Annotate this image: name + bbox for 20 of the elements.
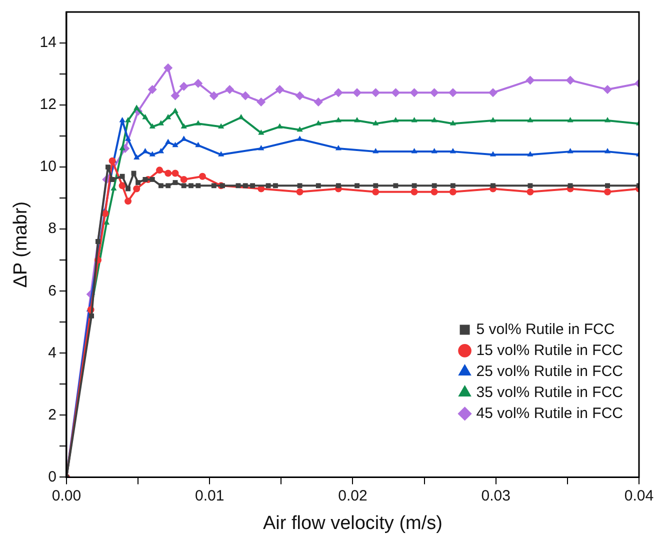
- legend-label: 15 vol% Rutile in FCC: [476, 342, 624, 359]
- legend-label: 45 vol% Rutile in FCC: [476, 404, 624, 422]
- y-tick-label: 12: [40, 96, 56, 114]
- x-tick-label: 0.03: [481, 487, 510, 504]
- x-tick-label: 0.00: [52, 487, 82, 504]
- x-axis-title: Air flow velocity (m/s): [263, 512, 442, 534]
- x-tick-label: 0.01: [195, 487, 224, 504]
- legend-label: 35 vol% Rutile in FCC: [476, 384, 624, 401]
- x-tick-label: 0.02: [338, 487, 368, 504]
- y-axis-title: ΔP (mabr): [10, 201, 32, 288]
- legend-label: 25 vol% Rutile in FCC: [476, 362, 624, 380]
- x-tick-label: 0.04: [624, 487, 654, 504]
- y-tick-label: 8: [48, 220, 56, 238]
- y-tick-label: 14: [40, 34, 56, 52]
- y-tick-label: 4: [48, 344, 56, 362]
- y-tick-label: 2: [48, 406, 56, 424]
- legend-label: 5 vol% Rutile in FCC: [476, 320, 615, 338]
- y-tick-label: 0: [48, 468, 56, 486]
- y-tick-label: 6: [48, 282, 56, 300]
- y-tick-label: 10: [40, 158, 56, 176]
